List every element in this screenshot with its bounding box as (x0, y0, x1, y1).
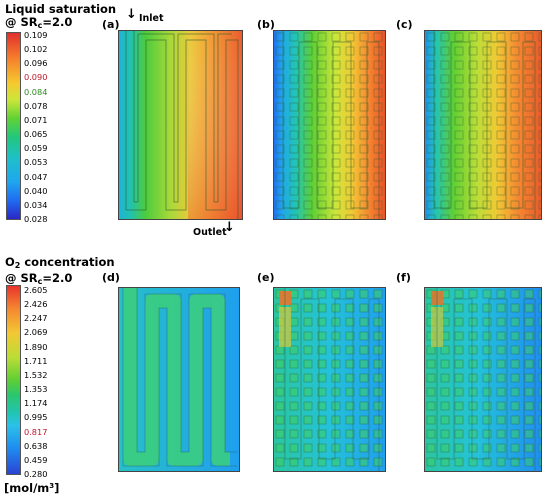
oxygen-tick-label: 0.995 (24, 412, 48, 423)
oxygen-tick-label: 2.426 (24, 299, 48, 310)
oxygen-unit-close: ] (54, 481, 60, 495)
liquid-tick-label: 0.102 (24, 44, 48, 55)
contour-panel-e (273, 287, 386, 472)
oxygen-tick-label: 2.247 (24, 313, 48, 324)
inlet-label: Inlet (139, 13, 164, 24)
oxygen-title-line2: @ SRc=2.0 (5, 272, 115, 288)
oxygen-tick-label: 1.890 (24, 341, 48, 352)
oxygen-unit: [mol/m3] (4, 480, 59, 495)
oxygen-tick-label: 0.817 (24, 426, 48, 437)
liquid-tick-label: 0.065 (24, 129, 48, 140)
oxygen-title-line1: O2 concentration (5, 256, 115, 272)
inlet-arrow-icon: ↓ (126, 7, 137, 22)
panel-label-d: (d) (102, 271, 120, 284)
oxygen-tick-label: 2.069 (24, 327, 48, 338)
liquid-tick-label: 0.084 (24, 86, 48, 97)
panel-label-e: (e) (257, 271, 275, 284)
oxygen-tick-label: 0.280 (24, 469, 48, 479)
oxygen-colorbar (6, 285, 21, 475)
panel-label-f: (f) (396, 271, 411, 284)
oxygen-tick-label: 2.605 (24, 285, 48, 295)
oxygen-title-suffix: =2.0 (42, 271, 73, 285)
panel-label-a: (a) (102, 18, 120, 31)
oxygen-unit-open: [mol/m (4, 481, 50, 495)
liquid-tick-label: 0.053 (24, 157, 48, 168)
liquid-legend-title: Liquid saturation @ SRc=2.0 (5, 3, 116, 32)
oxygen-unit-sup: 3 (49, 482, 55, 490)
oxygen-title-sub: c (37, 277, 43, 286)
liquid-tick-label: 0.059 (24, 143, 48, 154)
panel-label-c: (c) (396, 18, 413, 31)
liquid-tick-label: 0.109 (24, 30, 48, 40)
oxygen-tick-label: 1.711 (24, 355, 48, 366)
liquid-tick-label: 0.034 (24, 199, 48, 210)
contour-panel-b (273, 30, 386, 220)
panel-label-b: (b) (257, 18, 275, 31)
contour-panel-a (118, 30, 243, 220)
liquid-tick-label: 0.090 (24, 72, 48, 83)
liquid-tick-label: 0.047 (24, 171, 48, 182)
liquid-tick-label: 0.071 (24, 114, 48, 125)
liquid-tick-label: 0.040 (24, 185, 48, 196)
oxygen-tick-label: 1.532 (24, 369, 48, 380)
oxygen-tick-label: 0.638 (24, 440, 48, 451)
contour-panel-f (424, 287, 542, 472)
contour-panel-c (424, 30, 542, 220)
oxygen-legend-title: O2 concentration @ SRc=2.0 (5, 256, 115, 288)
oxygen-tick-label: 0.459 (24, 454, 48, 465)
oxygen-title-o: O (5, 255, 15, 269)
oxygen-tick-label: 1.174 (24, 398, 48, 409)
liquid-title-prefix: @ SR (5, 15, 38, 29)
liquid-tick-label: 0.078 (24, 100, 48, 111)
liquid-tick-label: 0.028 (24, 214, 48, 224)
liquid-colorbar (6, 32, 21, 220)
liquid-title-suffix: =2.0 (42, 15, 73, 29)
oxygen-title-o-sub: 2 (14, 261, 21, 270)
contour-panel-d (118, 287, 240, 472)
outlet-arrow-icon: ↓ (224, 220, 235, 235)
oxygen-tick-label: 1.353 (24, 384, 48, 395)
oxygen-title-prefix: @ SR (5, 271, 38, 285)
liquid-tick-label: 0.096 (24, 58, 48, 69)
outlet-label: Outlet (193, 227, 227, 238)
liquid-title-line2: @ SRc=2.0 (5, 16, 116, 32)
oxygen-title-rest: concentration (20, 255, 115, 269)
liquid-title-line1: Liquid saturation (5, 2, 117, 16)
liquid-title-sub: c (37, 21, 43, 30)
